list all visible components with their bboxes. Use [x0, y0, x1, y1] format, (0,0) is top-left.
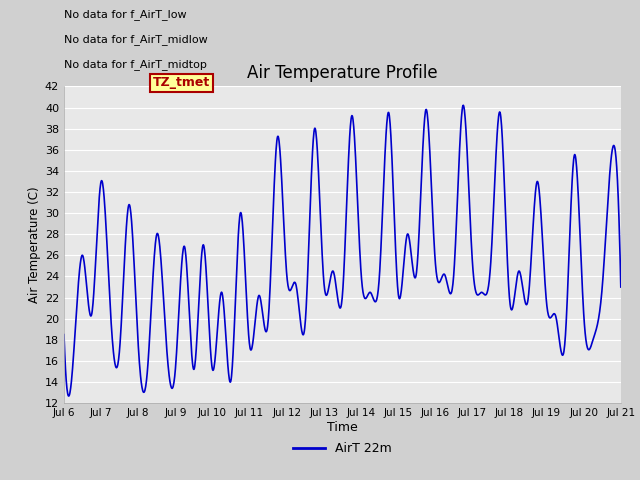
- Text: No data for f_AirT_midlow: No data for f_AirT_midlow: [64, 34, 208, 45]
- Title: Air Temperature Profile: Air Temperature Profile: [247, 64, 438, 82]
- Text: TZ_tmet: TZ_tmet: [153, 76, 211, 89]
- Text: No data for f_AirT_midtop: No data for f_AirT_midtop: [64, 60, 207, 70]
- Y-axis label: Air Temperature (C): Air Temperature (C): [28, 187, 41, 303]
- X-axis label: Time: Time: [327, 421, 358, 434]
- Legend: AirT 22m: AirT 22m: [289, 437, 396, 460]
- Text: No data for f_AirT_low: No data for f_AirT_low: [64, 9, 187, 20]
